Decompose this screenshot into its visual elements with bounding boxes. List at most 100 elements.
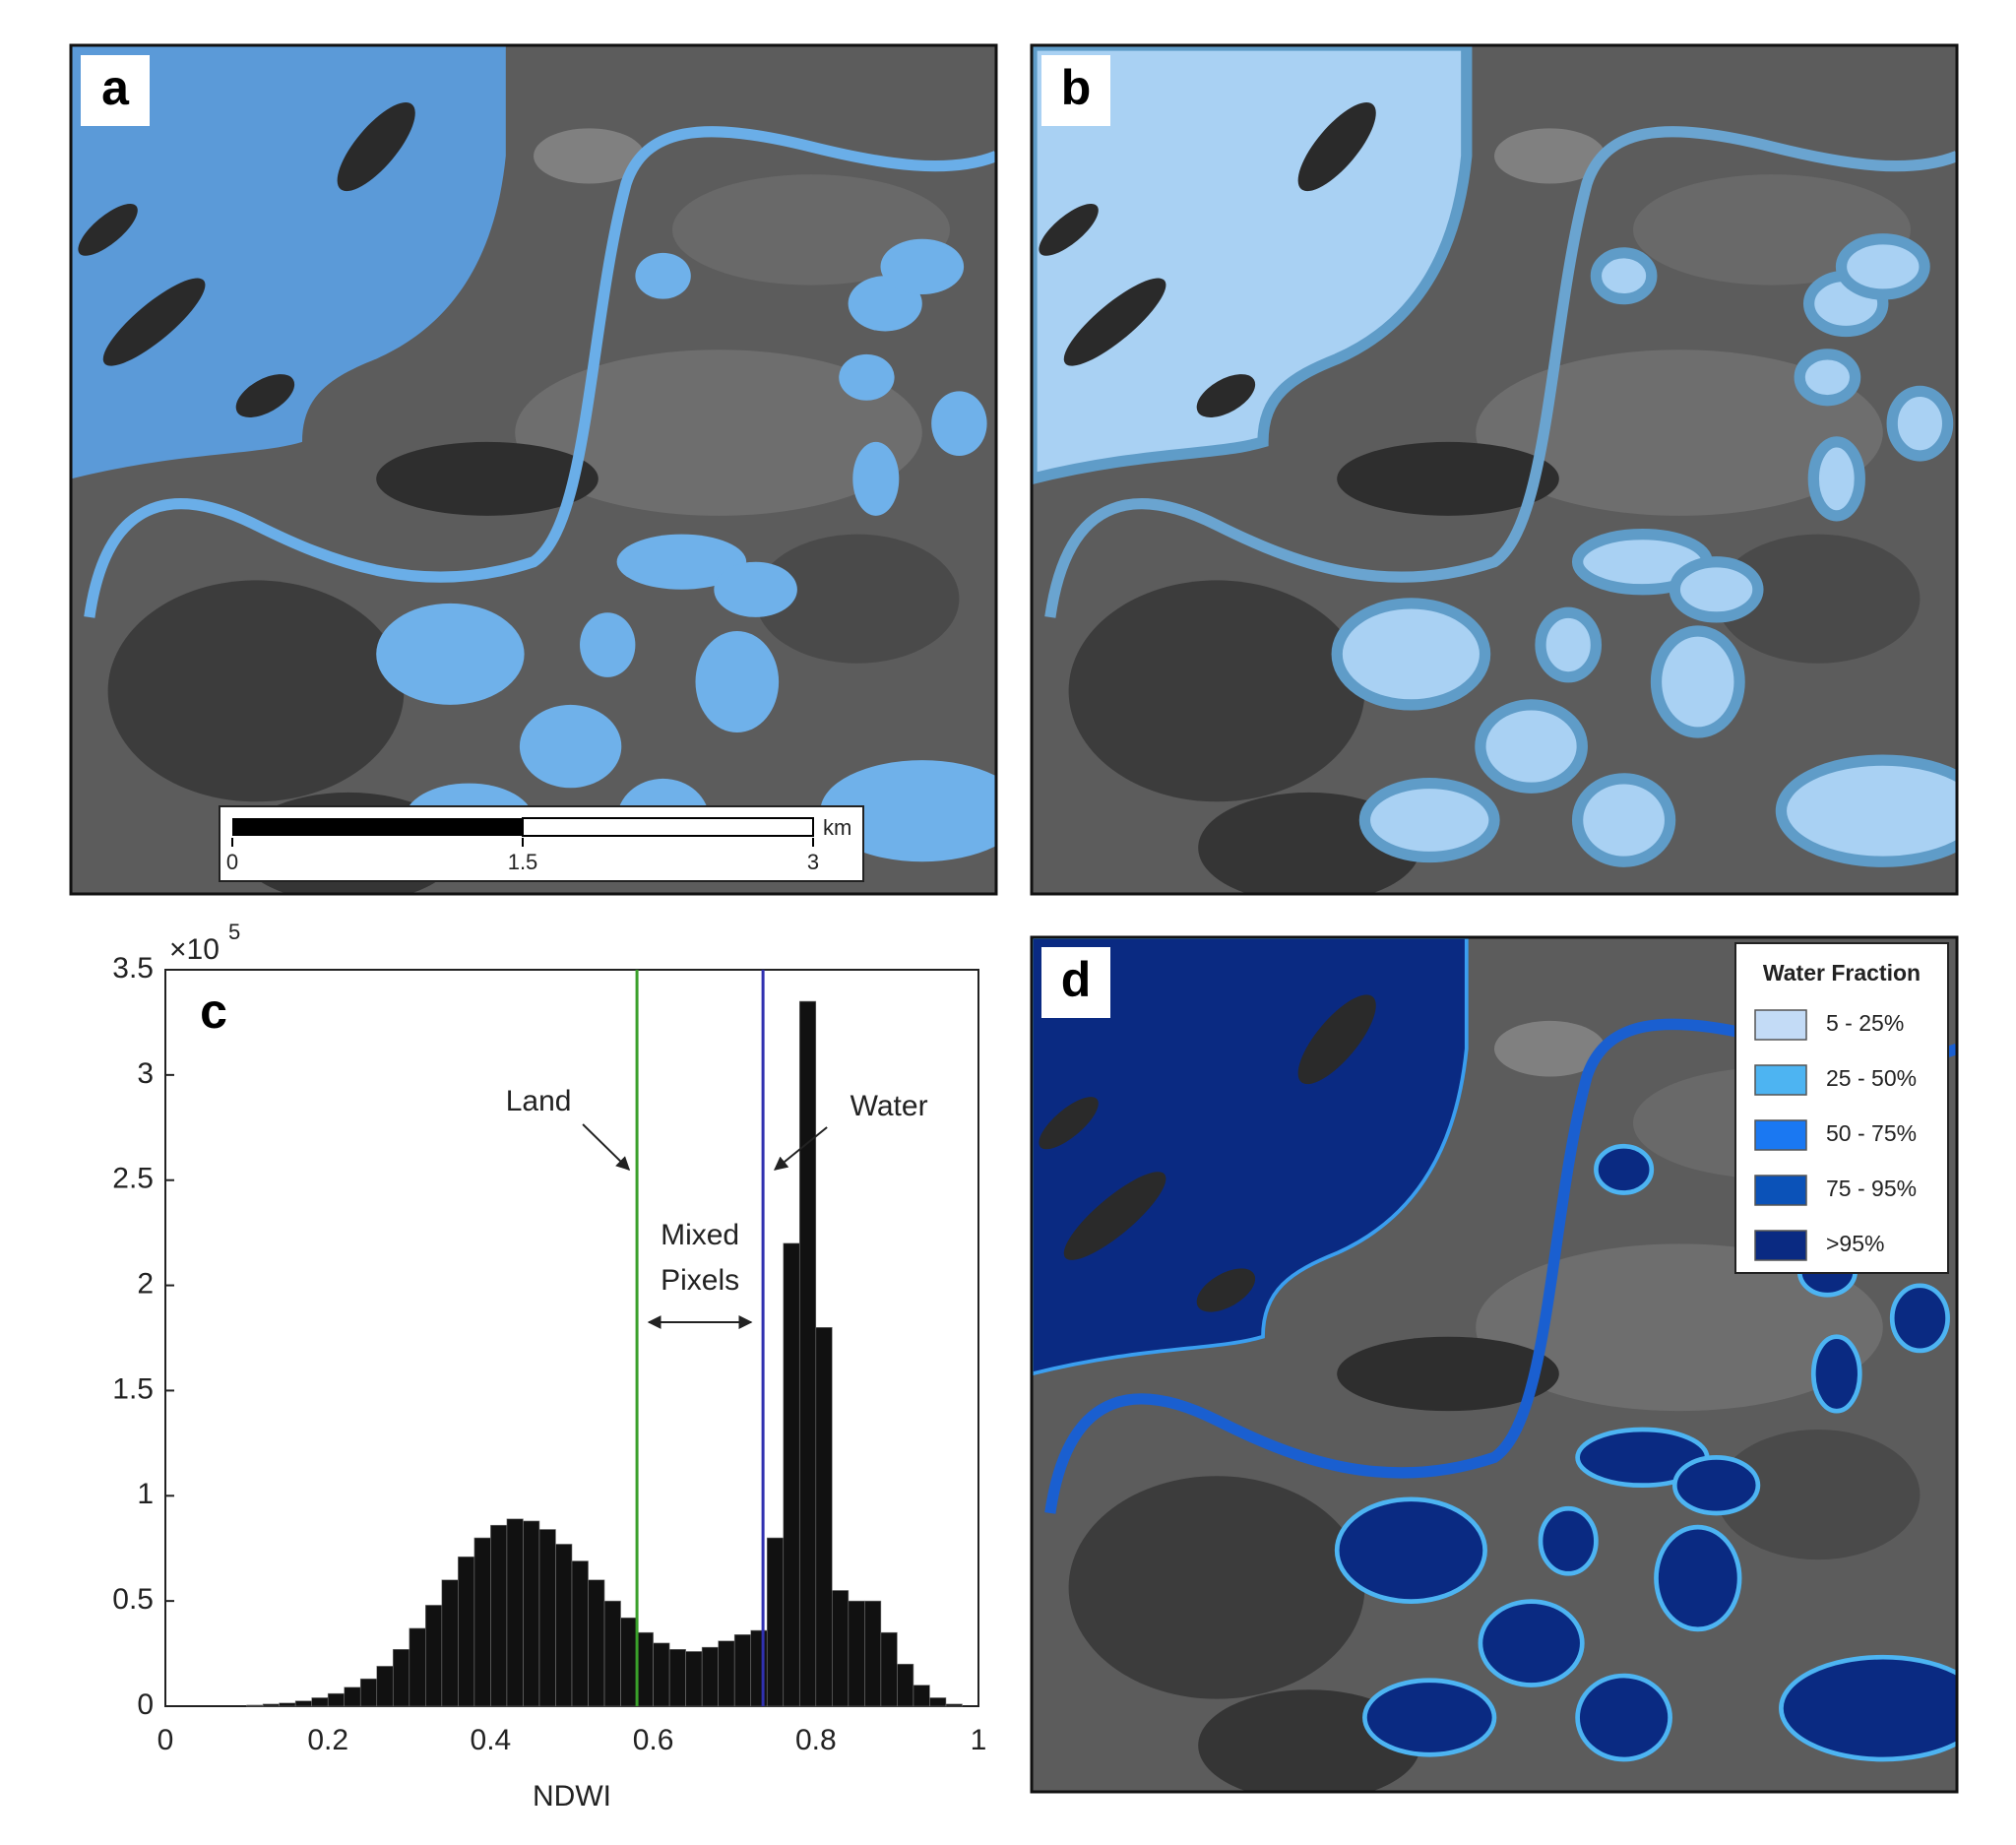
bar <box>945 1703 963 1707</box>
panel-label: b <box>1061 60 1092 115</box>
bar <box>294 1700 312 1707</box>
bar <box>913 1685 930 1707</box>
bar <box>473 1537 491 1707</box>
annotation: Pixels <box>661 1264 739 1297</box>
legend-label: >95% <box>1826 1231 1884 1256</box>
x-tick-label: 0.4 <box>471 1724 512 1756</box>
bar <box>815 1327 833 1707</box>
bar <box>523 1520 540 1707</box>
scale-bar: km <box>219 805 864 882</box>
bar <box>766 1537 785 1707</box>
bar <box>392 1648 410 1707</box>
bar <box>718 1640 735 1707</box>
label-box <box>81 55 150 126</box>
bar <box>262 1703 280 1707</box>
legend-swatch <box>1754 1230 1807 1261</box>
annotation: Water <box>850 1090 928 1122</box>
panel-a-image <box>71 45 996 894</box>
bar <box>458 1556 475 1707</box>
legend-box <box>1734 942 1949 1274</box>
legend-label: 5 - 25% <box>1826 1010 1904 1036</box>
scale-tick-label: 0 <box>226 850 238 874</box>
panel-label: c <box>200 984 227 1039</box>
bar <box>490 1524 508 1707</box>
bar <box>311 1697 329 1707</box>
bar <box>246 1704 264 1707</box>
bar <box>685 1651 703 1707</box>
bar <box>603 1600 621 1707</box>
panel-b-image <box>1032 45 1957 894</box>
bar <box>701 1646 719 1707</box>
x-tick-label: 0.8 <box>795 1724 837 1756</box>
y-tick-label: 2 <box>137 1267 154 1300</box>
y-multiplier: ×10 <box>169 933 220 966</box>
y-tick-label: 0 <box>137 1688 154 1721</box>
panel-label: d <box>1061 952 1092 1007</box>
x-tick-label: 0.2 <box>307 1724 348 1756</box>
annotation-arrow <box>582 1123 631 1171</box>
scale-bar-light <box>522 817 814 837</box>
panel-label: a <box>101 60 130 115</box>
scale-unit: km <box>823 815 851 840</box>
y-tick-label: 2.5 <box>112 1163 154 1195</box>
legend-label: 25 - 50% <box>1826 1065 1917 1091</box>
bar <box>359 1678 378 1707</box>
legend-swatch <box>1754 1009 1807 1041</box>
bar <box>409 1627 426 1707</box>
legend-swatch <box>1754 1175 1807 1206</box>
label-box <box>1041 55 1110 126</box>
y-tick-label: 0.5 <box>112 1583 154 1616</box>
bar <box>636 1631 654 1707</box>
annotation: Land <box>506 1085 572 1117</box>
scale-tick-label: 3 <box>807 850 819 874</box>
y-tick-label: 1.5 <box>112 1372 154 1405</box>
bar <box>279 1702 296 1707</box>
y-tick-label: 3 <box>137 1057 154 1090</box>
bar <box>571 1560 589 1707</box>
y-tick-label: 3.5 <box>112 952 154 985</box>
legend-title: Water Fraction <box>1763 960 1921 986</box>
bar <box>653 1642 670 1707</box>
panel-frame <box>1030 43 1959 896</box>
x-tick-label: 0.6 <box>633 1724 674 1756</box>
bar <box>880 1631 898 1707</box>
scale-bar-dark <box>232 818 523 836</box>
bar <box>538 1529 556 1707</box>
bar <box>897 1663 914 1707</box>
bar <box>588 1579 605 1707</box>
legend-swatch <box>1754 1119 1807 1151</box>
bar <box>798 1000 817 1707</box>
bar <box>344 1686 361 1707</box>
bar <box>327 1692 346 1707</box>
legend-label: 50 - 75% <box>1826 1120 1917 1146</box>
bar <box>425 1605 443 1707</box>
bar <box>376 1666 394 1707</box>
bar <box>783 1242 800 1707</box>
label-box <box>1041 947 1110 1018</box>
bar <box>750 1629 768 1707</box>
bar <box>864 1600 882 1707</box>
y-multiplier-exponent: 5 <box>228 920 240 944</box>
bar <box>506 1518 524 1707</box>
annotation-arrow <box>774 1126 828 1171</box>
panel-frame <box>1030 935 1959 1794</box>
annotation: Mixed <box>661 1219 739 1251</box>
legend-swatch <box>1754 1064 1807 1096</box>
bar <box>441 1579 459 1707</box>
bar <box>832 1590 850 1707</box>
legend-label: 75 - 95% <box>1826 1176 1917 1201</box>
panel-frame <box>69 43 998 896</box>
x-tick-label: 1 <box>971 1724 987 1756</box>
bar <box>555 1544 573 1707</box>
scale-tick-label: 1.5 <box>508 850 538 874</box>
bar <box>929 1697 947 1707</box>
bar <box>668 1648 686 1707</box>
y-tick-label: 1 <box>137 1478 154 1510</box>
bar <box>733 1634 752 1707</box>
x-tick-label: 0 <box>158 1724 174 1756</box>
bar <box>848 1600 865 1707</box>
bar <box>620 1617 638 1707</box>
x-axis-label: NDWI <box>533 1780 611 1813</box>
